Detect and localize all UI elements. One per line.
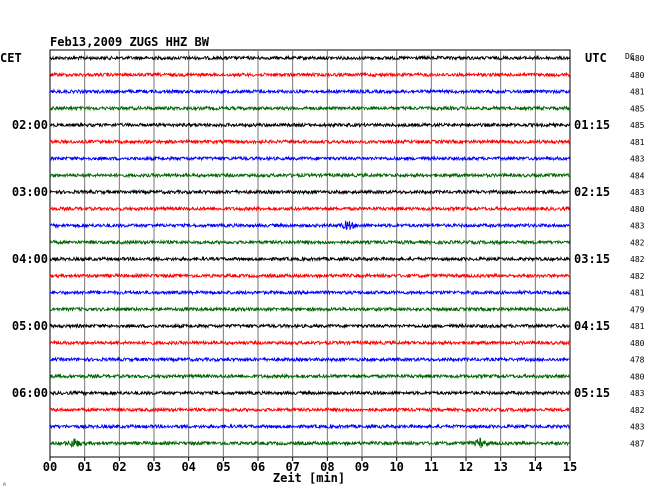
seismic-trace-row-11 xyxy=(49,239,571,246)
right-time-label: 04:15 xyxy=(574,319,610,333)
x-tick-label: 15 xyxy=(563,460,577,474)
seismic-trace-row-13 xyxy=(49,272,571,280)
seismic-trace-row-15 xyxy=(49,305,571,313)
x-tick-label: 03 xyxy=(147,460,161,474)
dc-value-label: 481 xyxy=(630,322,645,331)
left-time-label: 02:00 xyxy=(12,118,48,132)
seismic-trace-row-18 xyxy=(49,356,571,363)
seismic-trace-row-6 xyxy=(49,155,571,162)
x-tick-label: 12 xyxy=(459,460,473,474)
right-time-label: 03:15 xyxy=(574,252,610,266)
seismic-trace-row-17 xyxy=(49,339,571,347)
dc-value-label: 482 xyxy=(630,238,645,247)
dc-labels: 480 480 481 485 485 481 483 484 483 480 483 482 482 4… xyxy=(630,54,645,448)
seismic-trace-row-2 xyxy=(49,88,571,95)
dc-header-label: DC xyxy=(625,52,635,61)
dc-value-label: 480 xyxy=(630,339,645,348)
right-timezone-label: UTC xyxy=(585,51,607,65)
dc-value-label: 481 xyxy=(630,138,645,147)
seismic-trace-row-7 xyxy=(49,171,571,179)
seismic-trace-row-10 xyxy=(49,220,571,231)
x-tick-label: 07 xyxy=(285,460,299,474)
x-axis-label: Zeit [min] xyxy=(273,471,345,485)
dc-value-label: 483 xyxy=(630,188,645,197)
x-tick-label: 11 xyxy=(424,460,438,474)
x-tick-label: 04 xyxy=(181,460,195,474)
x-tick-label: 10 xyxy=(389,460,403,474)
dc-value-label: 481 xyxy=(630,88,645,97)
seismic-trace-row-21 xyxy=(49,406,571,414)
plot-grid xyxy=(49,49,571,458)
seismic-trace-row-8 xyxy=(49,188,571,196)
dc-value-label: 487 xyxy=(630,439,645,448)
plot-frame xyxy=(49,49,571,458)
x-tick-label: 13 xyxy=(493,460,507,474)
seismic-trace-row-23 xyxy=(49,437,571,449)
x-tick-label: 00 xyxy=(43,460,57,474)
left-time-label: 03:00 xyxy=(12,185,48,199)
dc-value-label: 485 xyxy=(630,104,645,113)
dc-value-label: 480 xyxy=(630,54,645,63)
chart-title: Feb13,2009 ZUGS HHZ BW xyxy=(50,35,210,49)
dc-value-label: 483 xyxy=(630,222,645,231)
left-time-label: 04:00 xyxy=(12,252,48,266)
x-tick-label: 09 xyxy=(355,460,369,474)
dc-value-label: 483 xyxy=(630,389,645,398)
dc-value-label: 479 xyxy=(630,305,645,314)
dc-value-label: 481 xyxy=(630,289,645,298)
seismic-trace-row-5 xyxy=(49,138,571,146)
x-tick-label: 08 xyxy=(320,460,334,474)
dc-value-label: 482 xyxy=(630,255,645,264)
x-tick-label: 01 xyxy=(77,460,91,474)
dc-value-label: 484 xyxy=(630,171,645,180)
right-time-label: 02:15 xyxy=(574,185,610,199)
dc-value-label: 482 xyxy=(630,272,645,281)
x-tick-label: 02 xyxy=(112,460,126,474)
left-time-label: 05:00 xyxy=(12,319,48,333)
seismic-trace-row-1 xyxy=(49,71,571,79)
x-axis: 00 01 02 03 04 05 06 07 08 09 10 11 12 13 14 15 xyxy=(43,457,577,474)
seismic-trace-row-22 xyxy=(49,423,571,430)
dc-value-label: 482 xyxy=(630,406,645,415)
dc-value-label: 483 xyxy=(630,155,645,164)
seismic-trace-row-4 xyxy=(49,121,571,129)
seismic-trace-row-9 xyxy=(49,205,571,213)
x-tick-label: 05 xyxy=(216,460,230,474)
dc-value-label: 478 xyxy=(630,356,645,365)
dc-value-label: 480 xyxy=(630,372,645,381)
seismic-trace-row-3 xyxy=(49,104,571,112)
right-time-label: 05:15 xyxy=(574,386,610,400)
time-labels: 02:00 03:00 04:00 05:00 06:00 01:15 02:15 03:15… xyxy=(12,118,610,400)
dc-value-label: 480 xyxy=(630,71,645,80)
seismic-traces xyxy=(49,54,571,449)
seismic-trace-row-14 xyxy=(49,289,571,296)
dc-value-label: 483 xyxy=(630,423,645,432)
corner-mark: ᴬ xyxy=(2,481,7,490)
seismic-trace-row-16 xyxy=(49,322,571,330)
seismic-trace-row-19 xyxy=(49,372,571,380)
x-tick-label: 14 xyxy=(528,460,542,474)
left-time-label: 06:00 xyxy=(12,386,48,400)
left-timezone-label: CET xyxy=(0,51,22,65)
x-tick-label: 06 xyxy=(251,460,265,474)
seismic-trace-row-12 xyxy=(49,255,571,263)
dc-value-label: 485 xyxy=(630,121,645,130)
seismic-trace-row-0 xyxy=(49,54,571,62)
right-time-label: 01:15 xyxy=(574,118,610,132)
seismic-trace-row-20 xyxy=(49,389,571,397)
dc-value-label: 480 xyxy=(630,205,645,214)
